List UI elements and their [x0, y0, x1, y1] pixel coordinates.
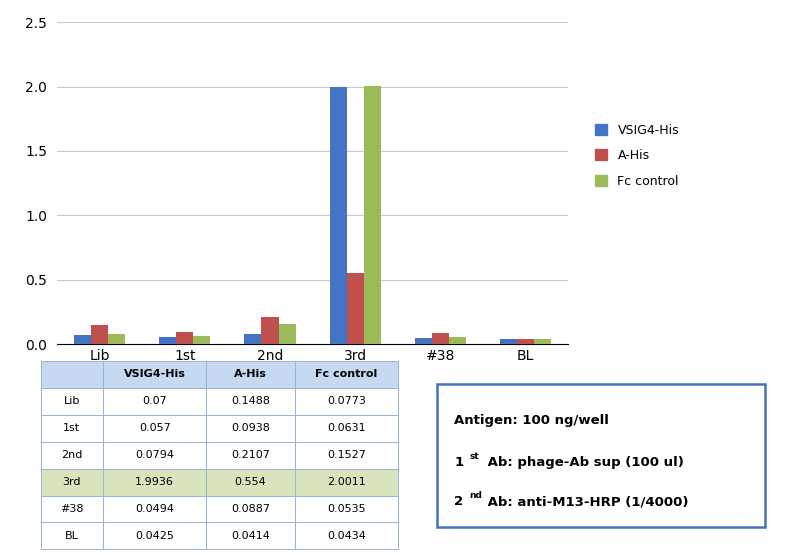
- Bar: [448, 337, 466, 344]
- Text: 0.554: 0.554: [234, 477, 266, 487]
- Text: 0.0938: 0.0938: [231, 423, 269, 433]
- Bar: [534, 339, 551, 344]
- Text: 1st: 1st: [63, 423, 80, 433]
- Bar: [103, 496, 206, 522]
- Bar: [294, 415, 397, 442]
- Bar: [329, 87, 346, 344]
- Bar: [294, 388, 397, 415]
- Bar: [294, 361, 397, 388]
- Text: 3rd: 3rd: [62, 477, 81, 487]
- Bar: [103, 388, 206, 415]
- Bar: [103, 415, 206, 442]
- Text: 0.0494: 0.0494: [135, 504, 174, 514]
- Bar: [346, 273, 363, 344]
- Text: 0.07: 0.07: [142, 396, 167, 406]
- Bar: [278, 325, 295, 344]
- Text: 0.0887: 0.0887: [231, 504, 270, 514]
- Bar: [294, 468, 397, 496]
- Bar: [363, 87, 380, 344]
- Bar: [91, 325, 108, 344]
- Bar: [103, 361, 206, 388]
- Bar: [206, 361, 294, 388]
- Text: 0.1488: 0.1488: [231, 396, 270, 406]
- Bar: [206, 522, 294, 549]
- Text: 2.0011: 2.0011: [327, 477, 365, 487]
- Text: 0.0631: 0.0631: [327, 423, 365, 433]
- Text: Ab: phage-Ab sup (100 ul): Ab: phage-Ab sup (100 ul): [483, 456, 683, 470]
- Text: 0.057: 0.057: [139, 423, 170, 433]
- Legend: VSIG4-His, A-His, Fc control: VSIG4-His, A-His, Fc control: [590, 119, 684, 193]
- Text: 0.0773: 0.0773: [327, 396, 366, 406]
- Bar: [431, 332, 448, 344]
- Bar: [103, 442, 206, 468]
- Text: Antigen: 100 ng/well: Antigen: 100 ng/well: [453, 415, 608, 427]
- Bar: [206, 496, 294, 522]
- Bar: [41, 496, 103, 522]
- Bar: [414, 338, 431, 344]
- Bar: [74, 335, 91, 344]
- Bar: [41, 388, 103, 415]
- Bar: [500, 339, 517, 344]
- Bar: [41, 442, 103, 468]
- Bar: [159, 337, 176, 344]
- Text: 1: 1: [453, 456, 463, 470]
- Text: 2: 2: [453, 495, 463, 508]
- Bar: [244, 334, 261, 344]
- Text: #38: #38: [60, 504, 84, 514]
- Text: Lib: Lib: [63, 396, 80, 406]
- Text: 2nd: 2nd: [61, 450, 83, 460]
- Text: 0.0794: 0.0794: [135, 450, 174, 460]
- Text: BL: BL: [65, 531, 79, 541]
- Bar: [108, 334, 125, 344]
- Text: 1.9936: 1.9936: [135, 477, 174, 487]
- Text: A-His: A-His: [234, 369, 267, 379]
- Text: 0.0535: 0.0535: [327, 504, 365, 514]
- Text: VSIG4-His: VSIG4-His: [123, 369, 186, 379]
- Bar: [176, 332, 193, 344]
- Text: Ab: anti-M13-HRP (1/4000): Ab: anti-M13-HRP (1/4000): [483, 495, 688, 508]
- Bar: [294, 496, 397, 522]
- Text: 0.0425: 0.0425: [135, 531, 174, 541]
- Bar: [41, 361, 103, 388]
- Bar: [103, 522, 206, 549]
- Bar: [41, 468, 103, 496]
- Text: 0.0434: 0.0434: [327, 531, 366, 541]
- Bar: [261, 317, 278, 344]
- Bar: [206, 468, 294, 496]
- Bar: [294, 522, 397, 549]
- Text: st: st: [469, 452, 478, 461]
- Text: Fc control: Fc control: [315, 369, 377, 379]
- Text: nd: nd: [469, 491, 482, 500]
- Bar: [103, 468, 206, 496]
- Text: 0.0414: 0.0414: [231, 531, 269, 541]
- Bar: [206, 415, 294, 442]
- Bar: [206, 442, 294, 468]
- Bar: [193, 336, 210, 344]
- Bar: [294, 442, 397, 468]
- Bar: [517, 339, 534, 344]
- Text: 0.1527: 0.1527: [327, 450, 366, 460]
- Text: 0.2107: 0.2107: [231, 450, 269, 460]
- Bar: [206, 388, 294, 415]
- Bar: [41, 415, 103, 442]
- Bar: [41, 522, 103, 549]
